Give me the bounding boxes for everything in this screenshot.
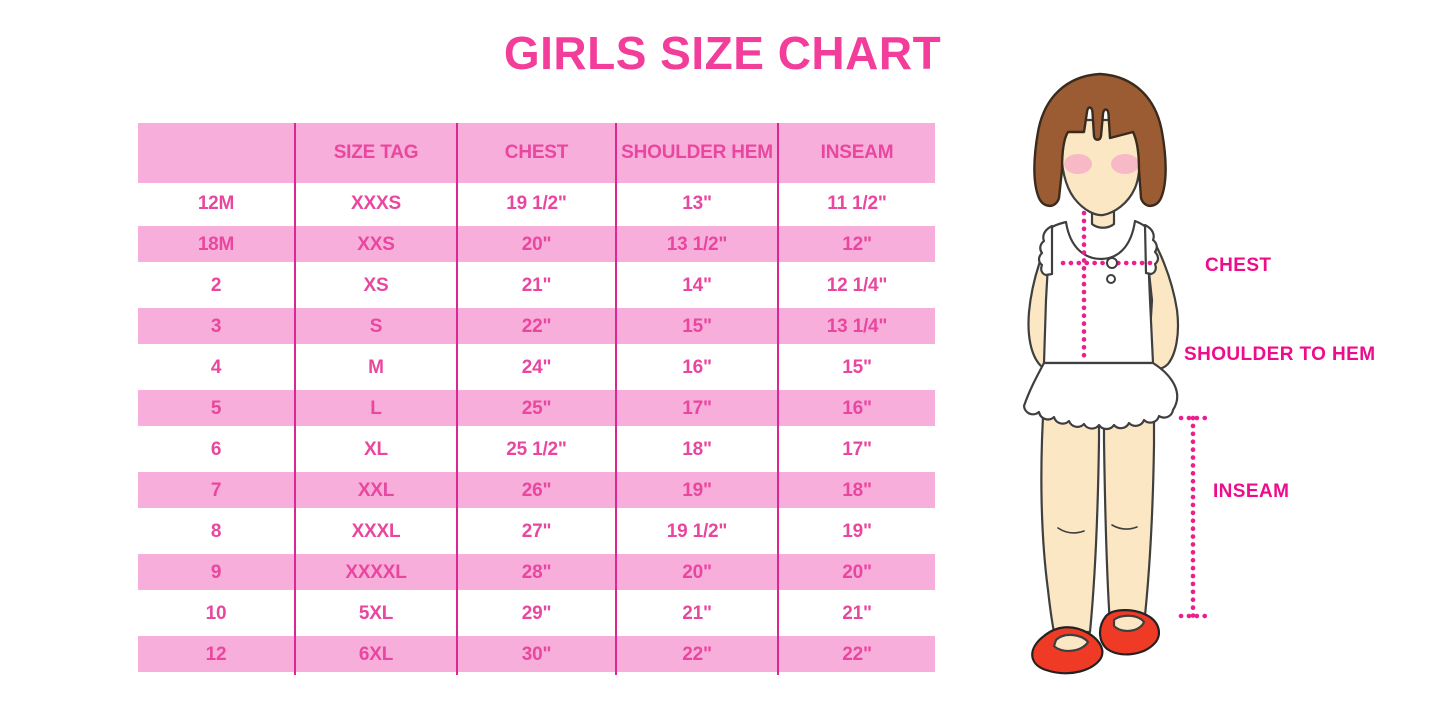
table-cell: L xyxy=(295,388,458,429)
table-cell: XL xyxy=(295,429,458,470)
table-cell: 5XL xyxy=(295,593,458,634)
table-cell: XXXL xyxy=(295,511,458,552)
table-cell: 18" xyxy=(616,429,779,470)
shoe-right-opening xyxy=(1112,614,1146,632)
measurement-label-inseam: INSEAM xyxy=(1213,481,1289,502)
table-cell: XXL xyxy=(295,470,458,511)
table-row: 18M XXS 20" 13 1/2" 12" xyxy=(138,224,935,265)
blush-right xyxy=(1111,154,1139,174)
table-cell: 7 xyxy=(138,470,296,511)
table-cell: 15" xyxy=(616,306,779,347)
knee-lines xyxy=(1057,524,1138,534)
table-cell: 15" xyxy=(778,347,935,388)
table-cell: 13 1/2" xyxy=(616,224,779,265)
measurement-label-shoulder-to-hem: SHOULDER TO HEM xyxy=(1184,344,1375,365)
table-cell: 17" xyxy=(778,429,935,470)
table-cell: 18M xyxy=(138,224,296,265)
table-cell: 3 xyxy=(138,306,296,347)
table-cell: 19 1/2" xyxy=(457,183,617,224)
blush-left xyxy=(1064,154,1092,174)
girl-hair xyxy=(1033,72,1167,208)
table-cell: 21" xyxy=(457,265,617,306)
table-cell: 19" xyxy=(616,470,779,511)
girl-figure-illustration: CHEST SHOULDER TO HEM INSEAM xyxy=(1022,72,1375,675)
table-cell: 6 xyxy=(138,429,296,470)
table-cell: 2 xyxy=(138,265,296,306)
table-row: 5 L 25" 17" 16" xyxy=(138,388,935,429)
table-cell: 13 1/4" xyxy=(778,306,935,347)
table-cell: 14" xyxy=(616,265,779,306)
table-row: 7 XXL 26" 19" 18" xyxy=(138,470,935,511)
table-cell: 27" xyxy=(457,511,617,552)
table-header-row: SIZE TAG CHEST SHOULDER HEM INSEAM xyxy=(138,123,935,183)
table-row: 9 XXXXL 28" 20" 20" xyxy=(138,552,935,593)
table-cell: 25 1/2" xyxy=(457,429,617,470)
table-cell: 9 xyxy=(138,552,296,593)
table-row: 8 XXXL 27" 19 1/2" 19" xyxy=(138,511,935,552)
table-cell: 10 xyxy=(138,593,296,634)
table-row: 12 6XL 30" 22" 22" xyxy=(138,634,935,675)
table-cell: 8 xyxy=(138,511,296,552)
table-row: 6 XL 25 1/2" 18" 17" xyxy=(138,429,935,470)
table-cell: 20" xyxy=(616,552,779,593)
column-header-shoulder-hem: SHOULDER HEM xyxy=(616,123,779,183)
table-row: 2 XS 21" 14" 12 1/4" xyxy=(138,265,935,306)
column-header-chest: CHEST xyxy=(457,123,617,183)
table-cell: 4 xyxy=(138,347,296,388)
table-row: 3 S 22" 15" 13 1/4" xyxy=(138,306,935,347)
girl-skirt xyxy=(1022,361,1179,431)
column-header-size-tag: SIZE TAG xyxy=(295,123,458,183)
table-cell: 12M xyxy=(138,183,296,224)
table-cell: XXXXL xyxy=(295,552,458,593)
column-header-size xyxy=(138,123,296,183)
size-chart-table: SIZE TAG CHEST SHOULDER HEM INSEAM 12M XXXS 1… xyxy=(138,123,935,675)
table-cell: 5 xyxy=(138,388,296,429)
table-cell: 16" xyxy=(778,388,935,429)
table-cell: 16" xyxy=(616,347,779,388)
table-cell: 19" xyxy=(778,511,935,552)
table-cell: 26" xyxy=(457,470,617,511)
table-cell: 6XL xyxy=(295,634,458,675)
table-cell: XXXS xyxy=(295,183,458,224)
table-cell: XS xyxy=(295,265,458,306)
table-cell: 29" xyxy=(457,593,617,634)
shoulder-ruffle-left xyxy=(1037,224,1054,277)
table-cell: 22" xyxy=(616,634,779,675)
table-cell: 12" xyxy=(778,224,935,265)
top-button-2 xyxy=(1106,274,1116,284)
table-cell: 12 xyxy=(138,634,296,675)
table-cell: XXS xyxy=(295,224,458,265)
top-button-1 xyxy=(1106,257,1118,269)
girl-leg-right xyxy=(1102,398,1156,627)
table-cell: M xyxy=(295,347,458,388)
column-header-inseam: INSEAM xyxy=(778,123,935,183)
page-title: GIRLS SIZE CHART xyxy=(503,27,942,79)
shoe-left-opening xyxy=(1052,633,1090,652)
table-cell: 22" xyxy=(778,634,935,675)
girl-top-bodice xyxy=(1042,219,1155,365)
shoulder-ruffle-right xyxy=(1143,223,1160,276)
table-cell: 17" xyxy=(616,388,779,429)
table-cell: 13" xyxy=(616,183,779,224)
table-cell: 25" xyxy=(457,388,617,429)
table-row: 4 M 24" 16" 15" xyxy=(138,347,935,388)
measurement-label-chest: CHEST xyxy=(1205,255,1271,276)
girl-leg-left xyxy=(1040,398,1101,634)
table-row: 12M XXXS 19 1/2" 13" 11 1/2" xyxy=(138,183,935,224)
table-cell: 21" xyxy=(616,593,779,634)
table-cell: 21" xyxy=(778,593,935,634)
table-cell: 12 1/4" xyxy=(778,265,935,306)
table-cell: 20" xyxy=(457,224,617,265)
table-cell: 30" xyxy=(457,634,617,675)
table-cell: S xyxy=(295,306,458,347)
table-cell: 11 1/2" xyxy=(778,183,935,224)
table-cell: 19 1/2" xyxy=(616,511,779,552)
table-cell: 18" xyxy=(778,470,935,511)
table-cell: 24" xyxy=(457,347,617,388)
table-row: 10 5XL 29" 21" 21" xyxy=(138,593,935,634)
table-cell: 20" xyxy=(778,552,935,593)
table-cell: 22" xyxy=(457,306,617,347)
table-cell: 28" xyxy=(457,552,617,593)
